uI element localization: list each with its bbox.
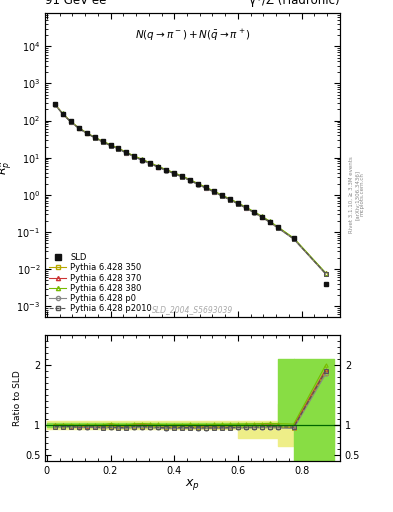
Text: γ*/Z (Hadronic): γ*/Z (Hadronic) (249, 0, 340, 7)
Text: 91 GeV ee: 91 GeV ee (45, 0, 107, 7)
X-axis label: $x_p$: $x_p$ (185, 477, 200, 492)
Text: SLD_2004_S5693039: SLD_2004_S5693039 (152, 305, 233, 314)
Text: Rivet 3.1.10, ≥ 3.3M events: Rivet 3.1.10, ≥ 3.3M events (349, 156, 354, 233)
Text: $N(q \rightarrow \pi^-)+N(\bar{q} \rightarrow \pi^+)$: $N(q \rightarrow \pi^-)+N(\bar{q} \right… (134, 28, 251, 43)
Legend: SLD, Pythia 6.428 350, Pythia 6.428 370, Pythia 6.428 380, Pythia 6.428 p0, Pyth: SLD, Pythia 6.428 350, Pythia 6.428 370,… (48, 251, 154, 315)
Y-axis label: Ratio to SLD: Ratio to SLD (13, 370, 22, 426)
Y-axis label: $R_p^{\pi^-}$: $R_p^{\pi^-}$ (0, 155, 14, 176)
Text: [arXiv:1306.3436]: [arXiv:1306.3436] (354, 169, 359, 220)
Text: mcplots.cern.ch: mcplots.cern.ch (360, 173, 364, 217)
